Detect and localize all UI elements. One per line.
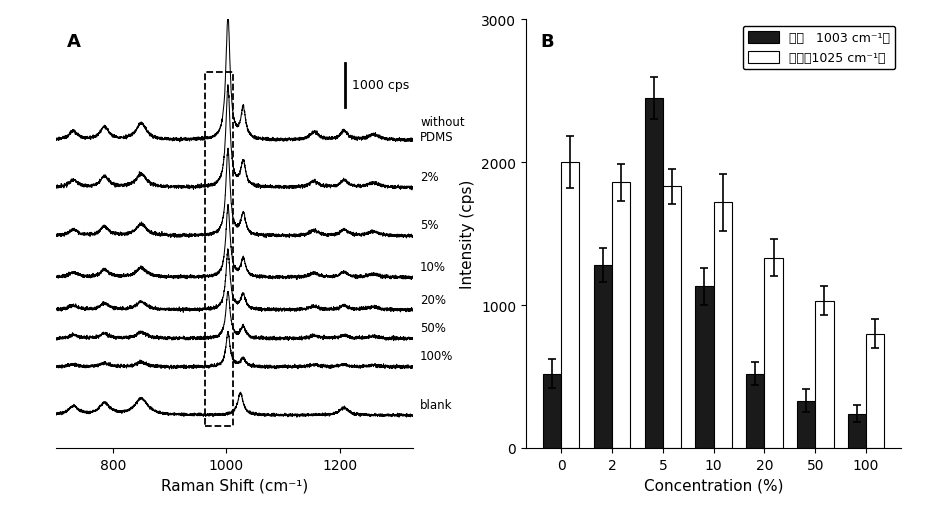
Bar bbox=[593, 266, 612, 448]
Y-axis label: Intensity (cps): Intensity (cps) bbox=[460, 180, 475, 289]
Bar bbox=[764, 259, 783, 448]
X-axis label: Concentration (%): Concentration (%) bbox=[644, 477, 783, 492]
Text: A: A bbox=[67, 33, 81, 51]
Text: 20%: 20% bbox=[420, 293, 446, 306]
Text: 100%: 100% bbox=[420, 350, 454, 363]
X-axis label: Raman Shift (cm⁻¹): Raman Shift (cm⁻¹) bbox=[162, 477, 308, 492]
Bar bbox=[696, 287, 714, 448]
Text: 2%: 2% bbox=[420, 171, 439, 184]
Bar bbox=[562, 163, 579, 448]
Bar bbox=[543, 374, 562, 448]
Bar bbox=[815, 301, 834, 448]
Bar bbox=[644, 99, 663, 448]
Text: B: B bbox=[541, 33, 555, 51]
Legend: 甲苯   1003 cm⁻¹峰, 丙硫眓1025 cm⁻¹峰: 甲苯 1003 cm⁻¹峰, 丙硫眓1025 cm⁻¹峰 bbox=[743, 26, 895, 70]
Text: 10%: 10% bbox=[420, 261, 446, 273]
Text: 50%: 50% bbox=[420, 322, 446, 334]
Bar bbox=[797, 401, 815, 448]
Bar bbox=[866, 334, 885, 448]
Bar bbox=[714, 203, 731, 448]
Bar bbox=[206, 73, 233, 426]
Bar bbox=[612, 183, 630, 448]
Bar bbox=[848, 414, 866, 448]
Text: blank: blank bbox=[420, 398, 453, 411]
Bar bbox=[747, 374, 764, 448]
Bar bbox=[663, 187, 681, 448]
Text: without
PDMS: without PDMS bbox=[420, 116, 465, 144]
Text: 1000 cps: 1000 cps bbox=[352, 79, 409, 92]
Text: 5%: 5% bbox=[420, 219, 439, 232]
